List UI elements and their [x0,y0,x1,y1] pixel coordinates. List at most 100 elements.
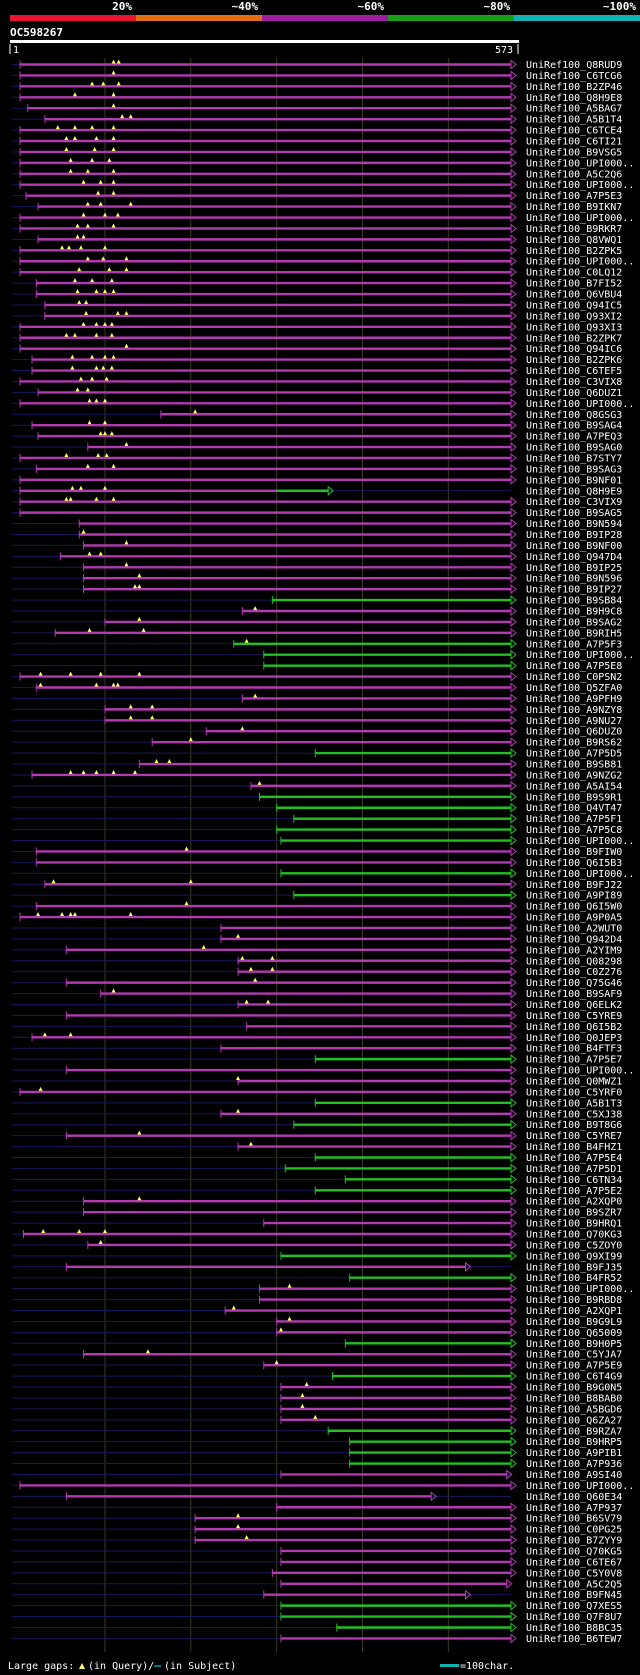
hit-row: UniRef100_Q70KG3 [12,1228,622,1241]
hit-end-arrow [510,59,517,70]
hit-label: UniRef100_B9FIW0 [526,847,622,858]
hit-label: UniRef100_Q6VBU4 [526,290,622,301]
hit-label: UniRef100_B7ZYY9 [526,1536,622,1547]
query-gap-marker [115,682,120,687]
query-gap-marker [87,398,92,403]
hit-label: UniRef100_Q6DUZ0 [526,727,622,738]
hit-label: UniRef100_A7P5E4 [526,1153,622,1164]
query-gap-marker [102,321,107,326]
hit-label: UniRef100_Q08298 [526,956,622,967]
hit-row: UniRef100_C6TI21 [12,135,622,148]
hit-row: UniRef100_Q93XI2 [12,310,622,322]
hit-end-arrow [510,616,517,627]
query-gap-marker [111,190,116,195]
hit-row: UniRef100_B4FTF3 [12,1043,622,1055]
query-gap-marker [94,332,99,337]
query-gap-marker [94,136,99,141]
query-gap-marker [124,540,129,545]
hit-row: UniRef100_Q7F8U7 [12,1611,622,1623]
hit-end-arrow [510,1392,517,1404]
hit-row: UniRef100_B9T8G6 [12,1119,622,1131]
hit-label: UniRef100_Q5ZFA0 [526,683,622,694]
hit-row: UniRef100_Q5ZFA0 [12,682,622,694]
hit-row: UniRef100_A2XQP0 [12,1196,622,1208]
hit-row: UniRef100_B9HRP5 [12,1436,622,1448]
hit-end-arrow [510,463,517,474]
query-gap-marker [85,223,90,228]
hit-row: UniRef100_C5YRE9 [12,1010,622,1022]
hit-label: UniRef100_B4FTF3 [526,1044,622,1055]
query-gap-marker [90,376,95,381]
hit-row: UniRef100_A7P5E2 [12,1185,622,1197]
query-gap-marker [270,955,275,960]
hit-label: UniRef100_C5ZOY0 [526,1240,622,1251]
query-gap-marker [87,627,92,632]
hit-row: UniRef100_B9SAG4 [12,420,622,432]
hit-row: UniRef100_C6TN34 [12,1174,622,1186]
hit-row: UniRef100_A5BGD6 [12,1403,622,1415]
hit-row: UniRef100_B9RS62 [12,737,622,749]
hit-row: UniRef100_B9IKN7 [12,201,622,213]
hit-label: UniRef100_C6TEF5 [526,366,622,377]
hit-row: UniRef100_B7STY7 [12,452,622,464]
hit-label: UniRef100_UPI000.. [526,180,634,191]
hit-label: UniRef100_B7FI52 [526,279,622,290]
query-gap-marker [64,136,69,141]
hit-end-arrow [510,977,517,988]
query-gap-marker [300,1392,305,1397]
query-gap-marker [36,912,41,917]
hit-row: UniRef100_Q6I5W0 [12,901,622,913]
hit-label: UniRef100_C0PG25 [526,1525,622,1536]
query-gap-marker [42,1032,47,1037]
hit-end-arrow [510,649,517,660]
hit-row: UniRef100_C5XJ38 [12,1108,622,1120]
hit-label: UniRef100_UPI000.. [526,650,634,661]
hit-label: UniRef100_A9PI89 [526,891,622,902]
hit-label: UniRef100_C3VIX8 [526,377,622,388]
query-gap-marker [124,442,129,447]
hit-end-arrow [506,1469,513,1480]
hit-label: UniRef100_UPI000.. [526,158,634,169]
hit-label: UniRef100_B9NF00 [526,541,622,552]
hit-end-arrow [510,299,517,311]
hit-label: UniRef100_Q942D4 [526,934,622,945]
hit-row: UniRef100_Q0JEP3 [12,1032,622,1044]
query-gap-marker [109,365,114,370]
query-gap-marker [107,267,112,272]
query-gap-marker [124,343,129,348]
hit-row: UniRef100_Q8RUD9 [12,59,622,71]
hit-row: UniRef100_C5ZOY0 [12,1239,622,1251]
legend-label-1: ~40% [232,0,259,13]
hit-end-arrow [510,420,517,431]
hit-row: UniRef100_Q6ELK2 [12,999,622,1011]
hit-end-arrow [510,1622,517,1633]
query-gap-marker [81,321,86,326]
hit-label: UniRef100_C6TN34 [526,1175,622,1186]
query-gap-marker [124,310,129,315]
query-gap-marker [60,245,65,250]
query-gap-marker [150,704,155,709]
hit-row: UniRef100_C6TCG6 [12,70,622,82]
hit-row: UniRef100_B9G0N5 [12,1381,622,1394]
hit-label: UniRef100_Q4VT47 [526,803,622,814]
query-gap-marker [68,912,73,917]
query-gap-marker [70,354,75,359]
hit-row: UniRef100_C6TCE4 [12,125,622,137]
hit-end-arrow [510,507,517,518]
hit-row: UniRef100_UPI000.. [12,649,634,661]
query-gap-marker [90,81,95,86]
query-gap-marker [111,146,116,151]
hit-label: UniRef100_B7STY7 [526,453,622,464]
hit-end-arrow [510,868,517,879]
hit-row: UniRef100_A2XQP1 [12,1305,622,1317]
query-gap-marker [111,463,116,468]
footer-subject-gap-label: (in Subject) [164,1661,236,1672]
legend-swatch-2 [262,15,388,21]
query-gap-marker [188,879,193,884]
hit-end-arrow [510,671,517,682]
query-gap-marker [111,70,116,75]
hit-label: UniRef100_Q0JEP3 [526,1033,622,1044]
hit-row: UniRef100_Q75G46 [12,977,622,989]
query-gap-marker [137,1130,142,1135]
